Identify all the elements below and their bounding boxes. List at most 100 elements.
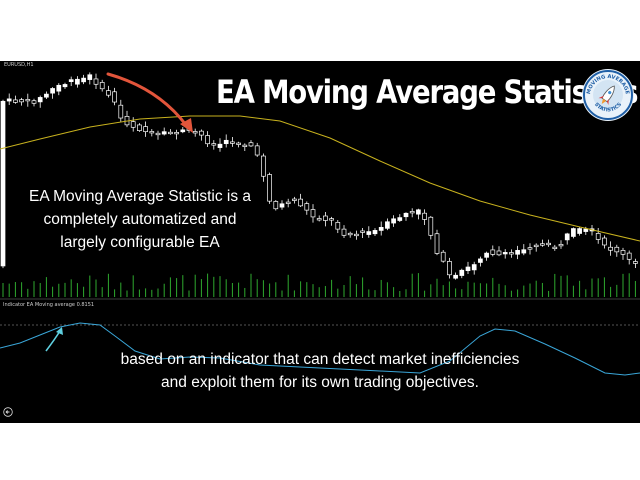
candle-body bbox=[540, 243, 545, 246]
description-top-line: largely configurable EA bbox=[60, 234, 220, 251]
rocket-icon bbox=[598, 85, 615, 105]
candle-body bbox=[236, 142, 241, 145]
candle-body bbox=[298, 198, 303, 207]
candle-body bbox=[335, 222, 341, 230]
candle-body bbox=[608, 246, 613, 251]
candle-body bbox=[527, 247, 533, 250]
candle-body bbox=[180, 129, 186, 133]
candle-body bbox=[199, 130, 204, 136]
candle-body bbox=[546, 242, 551, 246]
candle-body bbox=[118, 104, 124, 119]
candle-body bbox=[434, 233, 440, 254]
candle-body bbox=[279, 203, 285, 208]
candle-body bbox=[192, 131, 198, 134]
candle-body bbox=[130, 121, 136, 128]
description-top: EA Moving Average Statistic is a complet… bbox=[6, 185, 274, 254]
candle-body bbox=[509, 252, 514, 255]
candle-body bbox=[447, 261, 452, 276]
candle-body bbox=[6, 98, 12, 102]
price-chart bbox=[0, 72, 640, 376]
candle-body bbox=[211, 143, 217, 146]
candle-body bbox=[459, 269, 465, 276]
description-bottom: based on an indicator that can detect ma… bbox=[60, 348, 580, 394]
candle-body bbox=[310, 209, 316, 218]
moving-average-line bbox=[0, 115, 640, 242]
brand-logo: MOVING AVERAGE STATISTICS bbox=[582, 69, 634, 121]
description-top-line: EA Moving Average Statistic is a bbox=[29, 188, 251, 205]
candle-body bbox=[19, 99, 24, 103]
candle-body bbox=[37, 97, 43, 103]
candle-body bbox=[292, 198, 297, 201]
candle-body bbox=[366, 231, 372, 235]
candle-body bbox=[372, 230, 378, 235]
red-arrow-head-icon bbox=[180, 118, 193, 133]
back-arrow-icon[interactable] bbox=[3, 407, 13, 417]
candle-body bbox=[502, 252, 508, 255]
candle-body bbox=[273, 201, 279, 210]
candle-body bbox=[223, 139, 229, 145]
candle-body bbox=[341, 228, 347, 236]
description-bottom-line: based on an indicator that can detect ma… bbox=[120, 351, 520, 368]
candle-body bbox=[316, 218, 322, 221]
candle-body bbox=[168, 131, 173, 135]
candle-body bbox=[378, 227, 384, 231]
candle-body bbox=[602, 237, 607, 246]
indicator-label: Indicator EA Moving average 0.8151 bbox=[3, 302, 95, 308]
candle-body bbox=[261, 155, 266, 177]
candle-body bbox=[409, 211, 415, 214]
description-bottom-line: and exploit them for its own trading obj… bbox=[161, 374, 479, 391]
candle-body bbox=[62, 84, 68, 88]
candle-body bbox=[137, 124, 142, 132]
candle-body bbox=[533, 244, 539, 248]
candle-body bbox=[471, 264, 477, 271]
candle-body bbox=[254, 145, 260, 156]
chart-window: EURUSD,H1 Indicator EA Moving average 0.… bbox=[0, 61, 640, 423]
indicator-line bbox=[0, 322, 640, 376]
candle-body bbox=[521, 249, 527, 254]
candle-body bbox=[304, 203, 310, 211]
candle-body bbox=[31, 100, 37, 104]
candle-body bbox=[93, 78, 99, 85]
candle-body bbox=[583, 228, 589, 232]
candle-body bbox=[577, 228, 582, 234]
candle-body bbox=[50, 88, 55, 94]
candle-body bbox=[329, 218, 334, 221]
candle-body bbox=[174, 132, 179, 135]
candles bbox=[0, 72, 638, 280]
candle-body bbox=[44, 93, 49, 98]
candle-body bbox=[323, 215, 328, 221]
candle-body bbox=[614, 246, 620, 253]
candle-body bbox=[428, 216, 434, 236]
candle-body bbox=[149, 131, 155, 134]
candle-body bbox=[496, 250, 502, 256]
candle-body bbox=[385, 221, 390, 229]
candle-body bbox=[552, 246, 558, 249]
candle-body bbox=[416, 209, 421, 215]
candle-body bbox=[0, 100, 6, 267]
candle-body bbox=[75, 78, 80, 85]
candle-body bbox=[403, 212, 409, 218]
cyan-arrow-head-icon bbox=[56, 327, 63, 335]
candle-body bbox=[515, 250, 520, 255]
candle-body bbox=[571, 228, 576, 237]
candle-body bbox=[242, 144, 248, 147]
volume-bars bbox=[2, 273, 636, 297]
candle-body bbox=[397, 217, 403, 221]
candle-body bbox=[112, 91, 117, 103]
symbol-label: EURUSD,H1 bbox=[4, 62, 34, 68]
candle-body bbox=[595, 233, 601, 240]
candle-body bbox=[347, 232, 353, 236]
candle-body bbox=[564, 233, 570, 241]
candle-body bbox=[285, 201, 291, 204]
candle-body bbox=[453, 274, 458, 279]
candle-body bbox=[87, 74, 93, 80]
candle-body bbox=[484, 252, 489, 258]
candle-body bbox=[440, 251, 446, 262]
candle-body bbox=[558, 244, 564, 247]
candle-body bbox=[391, 218, 396, 224]
candle-body bbox=[155, 132, 161, 136]
candle-body bbox=[465, 266, 471, 272]
candle-body bbox=[360, 230, 365, 233]
candle-body bbox=[161, 131, 167, 135]
candle-body bbox=[205, 135, 210, 145]
